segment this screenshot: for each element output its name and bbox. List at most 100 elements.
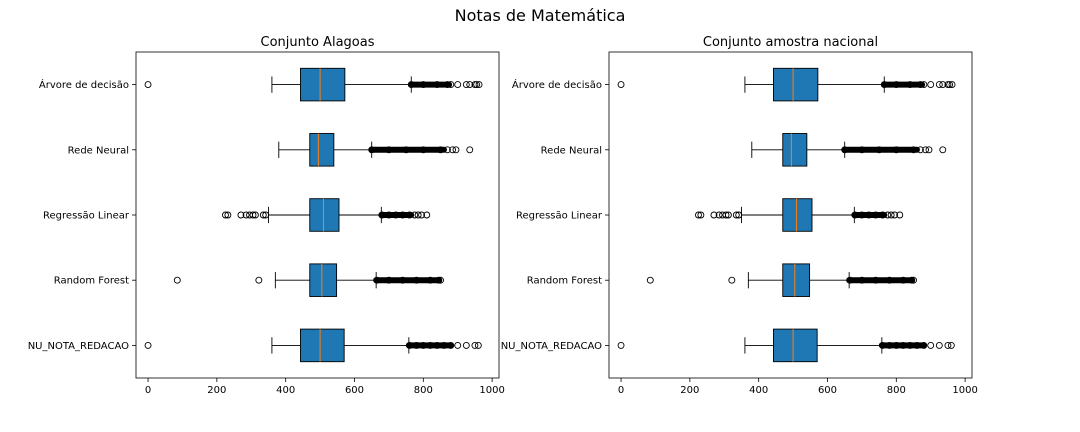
flier [722, 211, 730, 219]
flier [920, 341, 928, 349]
boxplot-2 [222, 198, 431, 232]
y-tick-label: Random Forest [527, 276, 602, 287]
box-iqr [309, 198, 340, 232]
flier [858, 211, 866, 219]
flier [419, 341, 427, 349]
flier [392, 211, 400, 219]
figure-suptitle: Notas de Matemática [455, 6, 626, 25]
flier [891, 211, 899, 219]
chart-title: Conjunto Alagoas [261, 35, 375, 50]
flier [462, 341, 470, 349]
flier [879, 341, 886, 349]
boxplot-0 [144, 328, 482, 363]
flier [946, 81, 954, 89]
flier [255, 276, 263, 284]
flier [910, 276, 917, 284]
flier [473, 81, 481, 89]
flier [406, 211, 413, 219]
boxplot-4 [144, 67, 483, 102]
flier [920, 81, 928, 89]
flier [846, 276, 854, 284]
flier [935, 81, 943, 89]
flier [433, 341, 441, 349]
box-iqr [309, 133, 335, 167]
flier [906, 81, 914, 89]
flier [927, 341, 935, 349]
flier [251, 211, 259, 219]
flier [916, 81, 924, 89]
flier [426, 341, 434, 349]
flier [454, 341, 462, 349]
x-tick-label: 400 [749, 385, 768, 396]
flier-dense [368, 146, 447, 153]
flier [443, 81, 451, 89]
x-tick-label: 800 [887, 385, 906, 396]
flier [899, 341, 907, 349]
flier-dense [405, 342, 454, 349]
flier [880, 81, 888, 89]
y-tick-label: Random Forest [54, 276, 129, 287]
flier [437, 276, 444, 284]
flier [262, 211, 270, 219]
flier [879, 211, 886, 219]
flier [447, 81, 455, 89]
flier [378, 211, 386, 219]
flier [242, 211, 250, 219]
flier [872, 276, 880, 284]
flier [896, 211, 904, 219]
y-tick-label: Rede Neural [541, 145, 602, 156]
flier [259, 211, 267, 219]
flier [466, 81, 474, 89]
x-tick-label: 1000 [479, 385, 504, 396]
flier [414, 211, 422, 219]
boxplot-3 [751, 133, 947, 167]
flier [910, 146, 917, 154]
flier [474, 341, 482, 349]
x-tick-label: 200 [207, 385, 226, 396]
flier [399, 276, 407, 284]
y-tick-label: NU_NOTA_REDACAO [28, 341, 129, 352]
flier [939, 81, 947, 89]
flier [916, 146, 924, 154]
flier [875, 146, 883, 154]
flier-dense [841, 146, 920, 153]
y-tick-label: Regressão Linear [516, 211, 603, 222]
flier-dense [881, 81, 926, 88]
flier [724, 211, 732, 219]
flier [426, 276, 434, 284]
flier [865, 211, 873, 219]
flier [475, 81, 483, 89]
flier [617, 81, 625, 89]
flier [884, 211, 892, 219]
flier [373, 276, 381, 284]
flier [927, 81, 935, 89]
flier [947, 341, 955, 349]
boxplot-4 [617, 67, 956, 102]
x-tick-label: 200 [680, 385, 699, 396]
boxplot-2 [695, 198, 904, 232]
flier [728, 276, 736, 284]
flier [466, 146, 474, 154]
x-tick-label: 600 [345, 385, 364, 396]
flier [646, 276, 654, 284]
flier [385, 211, 393, 219]
flier [471, 341, 479, 349]
flier [948, 81, 956, 89]
flier [858, 276, 866, 284]
flier-dense [408, 81, 453, 88]
flier [423, 211, 431, 219]
flier [906, 341, 914, 349]
box-iqr [300, 328, 345, 363]
flier [885, 276, 893, 284]
box-iqr [309, 263, 338, 297]
chart-panel-alagoas: Conjunto Alagoas 0 200 400 600 800 1000 NU_NOTA… [28, 35, 505, 396]
flier-dense [878, 342, 927, 349]
flier [872, 211, 880, 219]
flier [412, 276, 420, 284]
flier [144, 81, 152, 89]
boxplot-3 [278, 133, 474, 167]
flier [399, 211, 407, 219]
flier [443, 146, 451, 154]
flier [922, 146, 929, 154]
